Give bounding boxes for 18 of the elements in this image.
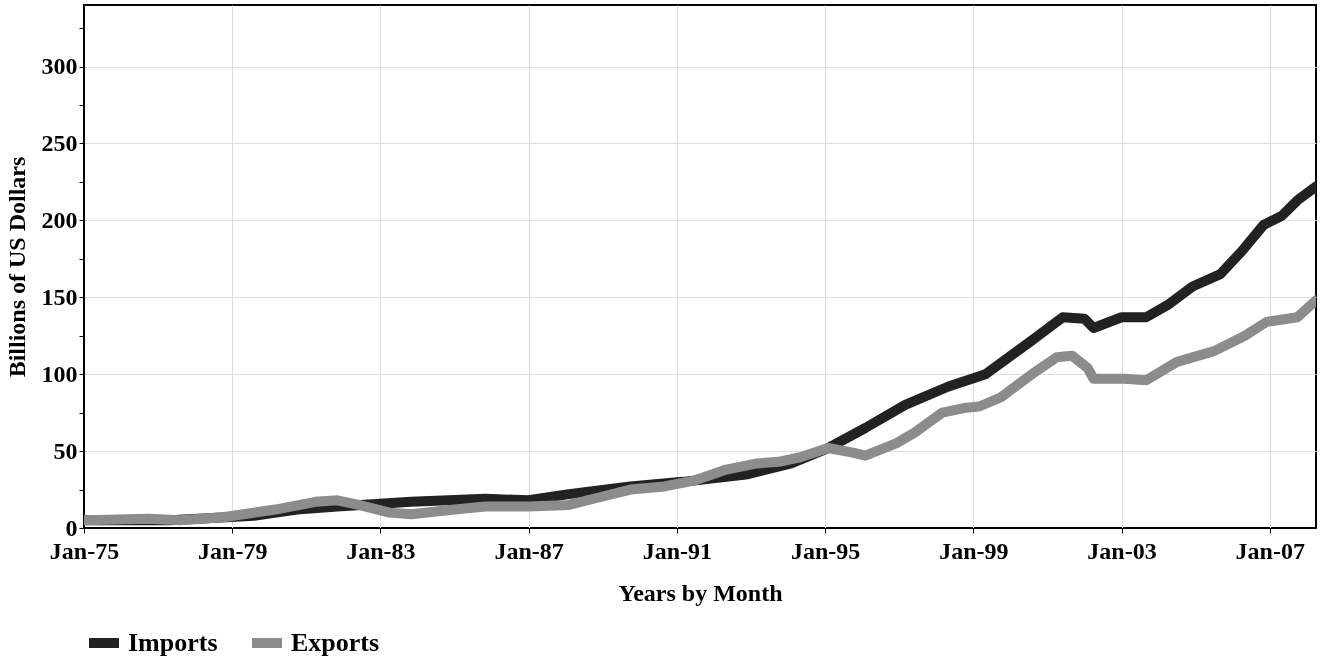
x-tick-label: Jan-83: [346, 537, 416, 564]
y-tick-label: 250: [41, 129, 78, 156]
y-tick-label: 200: [41, 206, 78, 233]
x-tick-label: Jan-03: [1087, 537, 1157, 564]
x-axis-title: Years by Month: [618, 579, 783, 606]
x-tick-label: Jan-95: [790, 537, 861, 564]
x-tick-label: Jan-87: [494, 537, 564, 564]
y-axis-title: Billions of US Dollars: [3, 156, 30, 378]
x-tick-label: Jan-07: [1235, 537, 1305, 564]
y-tick-label: 300: [41, 53, 78, 80]
y-tick-label: 150: [41, 283, 78, 310]
y-tick-label: 100: [41, 360, 78, 387]
legend-label: Exports: [291, 628, 380, 657]
legend-label: Imports: [128, 628, 218, 657]
x-tick-label: Jan-91: [642, 537, 713, 564]
x-tick-label: Jan-79: [198, 537, 268, 564]
y-tick-label: 50: [53, 437, 78, 464]
x-tick-label: Jan-99: [939, 537, 1009, 564]
